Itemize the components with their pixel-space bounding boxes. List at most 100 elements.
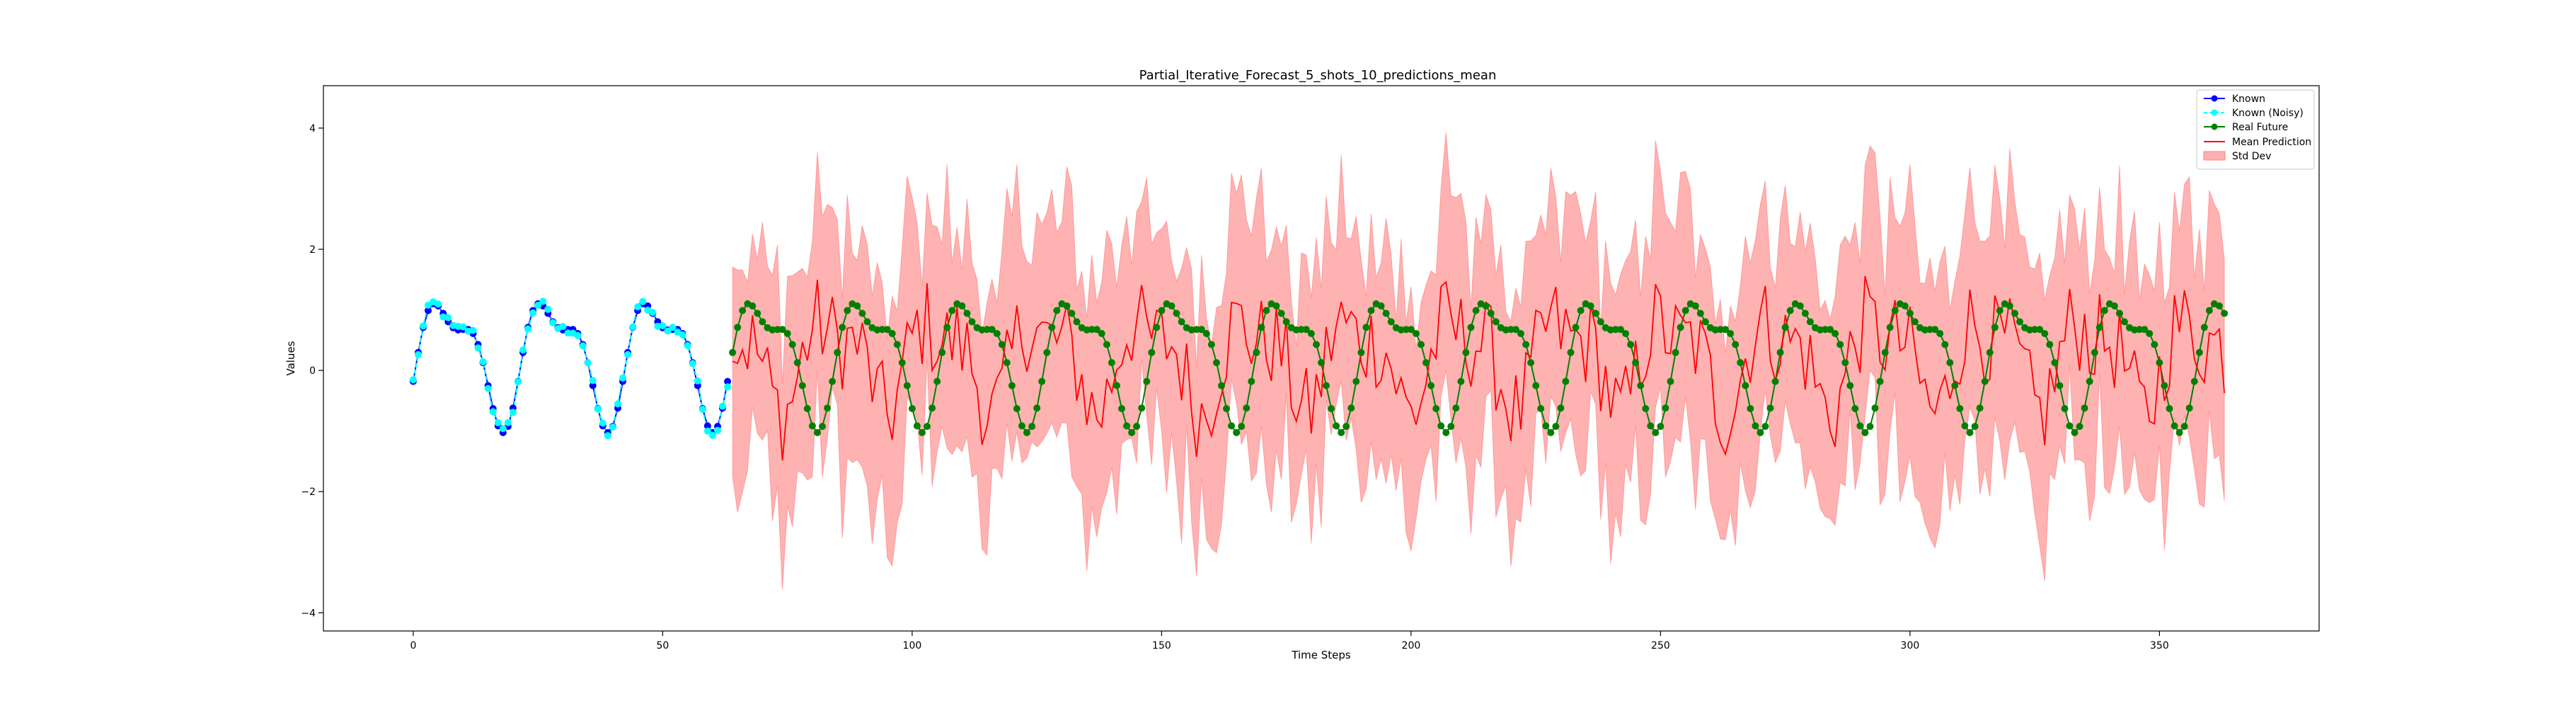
real-future-point [1701, 318, 1709, 326]
real-future-point [1657, 423, 1664, 431]
real-future-point [1093, 326, 1100, 334]
real-future-point [1876, 377, 1884, 385]
real-future-point [2116, 309, 2123, 317]
real-future-point [1926, 326, 1934, 334]
real-future-point [1786, 307, 1794, 314]
legend-item-real-future: Real Future [2204, 122, 2288, 133]
real-future-point [993, 330, 1001, 337]
y-tick-label: −2 [301, 487, 316, 498]
known-noisy-point [484, 385, 492, 392]
real-future-point [2216, 302, 2223, 309]
real-future-point [1033, 404, 1041, 412]
known-noisy-point [469, 326, 477, 334]
real-future-point [1377, 302, 1385, 309]
real-future-point [1098, 330, 1105, 337]
real-future-point [1218, 382, 1225, 389]
x-tick-label: 100 [903, 640, 922, 652]
real-future-point [1437, 422, 1445, 430]
known-noisy-point [719, 402, 726, 410]
known-noisy-point [599, 419, 606, 427]
real-future-point [1822, 326, 1829, 334]
real-future-point [788, 341, 796, 348]
mean-prediction-line [732, 275, 2225, 461]
real-future-point [1367, 307, 1375, 314]
known-noisy-point [574, 331, 582, 339]
real-future-point [1467, 324, 1475, 331]
known-noisy-point [519, 346, 527, 354]
real-future-point [1013, 405, 1020, 412]
known-noisy-point [639, 297, 647, 305]
real-future-point [1771, 377, 1779, 385]
known-noisy-point [514, 378, 522, 386]
known-noisy-point [624, 351, 631, 358]
real-future-point [1911, 318, 1919, 326]
real-future-point [2221, 309, 2229, 317]
known-noisy-point [494, 419, 502, 426]
real-future-point [1233, 428, 1241, 436]
known-noisy-point [659, 322, 667, 329]
known-noisy-point [604, 432, 611, 440]
real-future-point [754, 309, 761, 317]
x-axis-label: Time Steps [1291, 649, 1351, 661]
known-noisy-point [499, 425, 507, 433]
real-future-point [1133, 423, 1141, 431]
known-noisy-point [694, 377, 701, 385]
real-future-point [2170, 422, 2178, 430]
real-future-point [1263, 307, 1270, 314]
real-future-point [1627, 341, 1635, 348]
real-future-point [1747, 405, 1754, 412]
known-noisy-point [529, 309, 537, 317]
real-future-point [1592, 309, 1599, 317]
real-future-point [2100, 307, 2108, 314]
known-noisy-point [619, 374, 626, 382]
real-future-point [1328, 405, 1335, 412]
known-point [425, 307, 432, 314]
real-future-point [1572, 324, 1580, 331]
real-future-point [1946, 359, 1954, 367]
legend: Known Known (Noisy) Real Future Mean Pre… [2196, 89, 2315, 170]
real-future-point [1018, 422, 1025, 430]
real-future-point [1063, 302, 1071, 309]
known-noisy-point [564, 329, 572, 337]
real-future-point [1717, 326, 1724, 334]
real-future-point [898, 359, 906, 367]
real-future-point [1447, 423, 1455, 431]
real-future-point [2141, 326, 2149, 334]
known-line [412, 302, 729, 434]
y-axis-label: Values [284, 341, 297, 375]
real-future-point [924, 423, 931, 431]
real-future-point [2156, 359, 2163, 367]
known-noisy-point [459, 323, 467, 331]
real-future-point [1028, 423, 1036, 431]
real-future-point [1282, 318, 1290, 326]
real-future-point [1302, 326, 1310, 334]
legend-item-known-noisy: Known (Noisy) [2204, 108, 2304, 119]
known-noisy-point [609, 423, 616, 431]
known-noisy-point [474, 344, 482, 352]
real-future-point [1073, 318, 1081, 326]
real-future-point [1986, 348, 1994, 356]
known-noisy-point [415, 351, 422, 358]
real-future-point [1023, 428, 1030, 436]
real-future-point [2161, 382, 2168, 389]
real-future-point [729, 348, 737, 356]
real-future-point [1258, 324, 1265, 331]
real-future-point [739, 307, 747, 314]
known-noisy-point [549, 319, 557, 326]
known-noisy-point [489, 408, 497, 416]
real-future-point [1637, 382, 1645, 389]
plot-area-frame [323, 85, 2320, 632]
real-future-point [1647, 422, 1655, 430]
real-future-point [1966, 428, 1974, 436]
known-noisy-point [703, 427, 711, 435]
real-future-point [1956, 405, 1964, 412]
real-future-point [1691, 302, 1699, 309]
legend-label-known: Known [2232, 93, 2265, 105]
real-future-point [844, 307, 851, 314]
known-noisy-point [708, 431, 716, 439]
known-noisy-point [409, 376, 417, 384]
real-future-point [933, 377, 941, 385]
real-future-point [1413, 330, 1420, 337]
real-future-point [1547, 428, 1555, 436]
